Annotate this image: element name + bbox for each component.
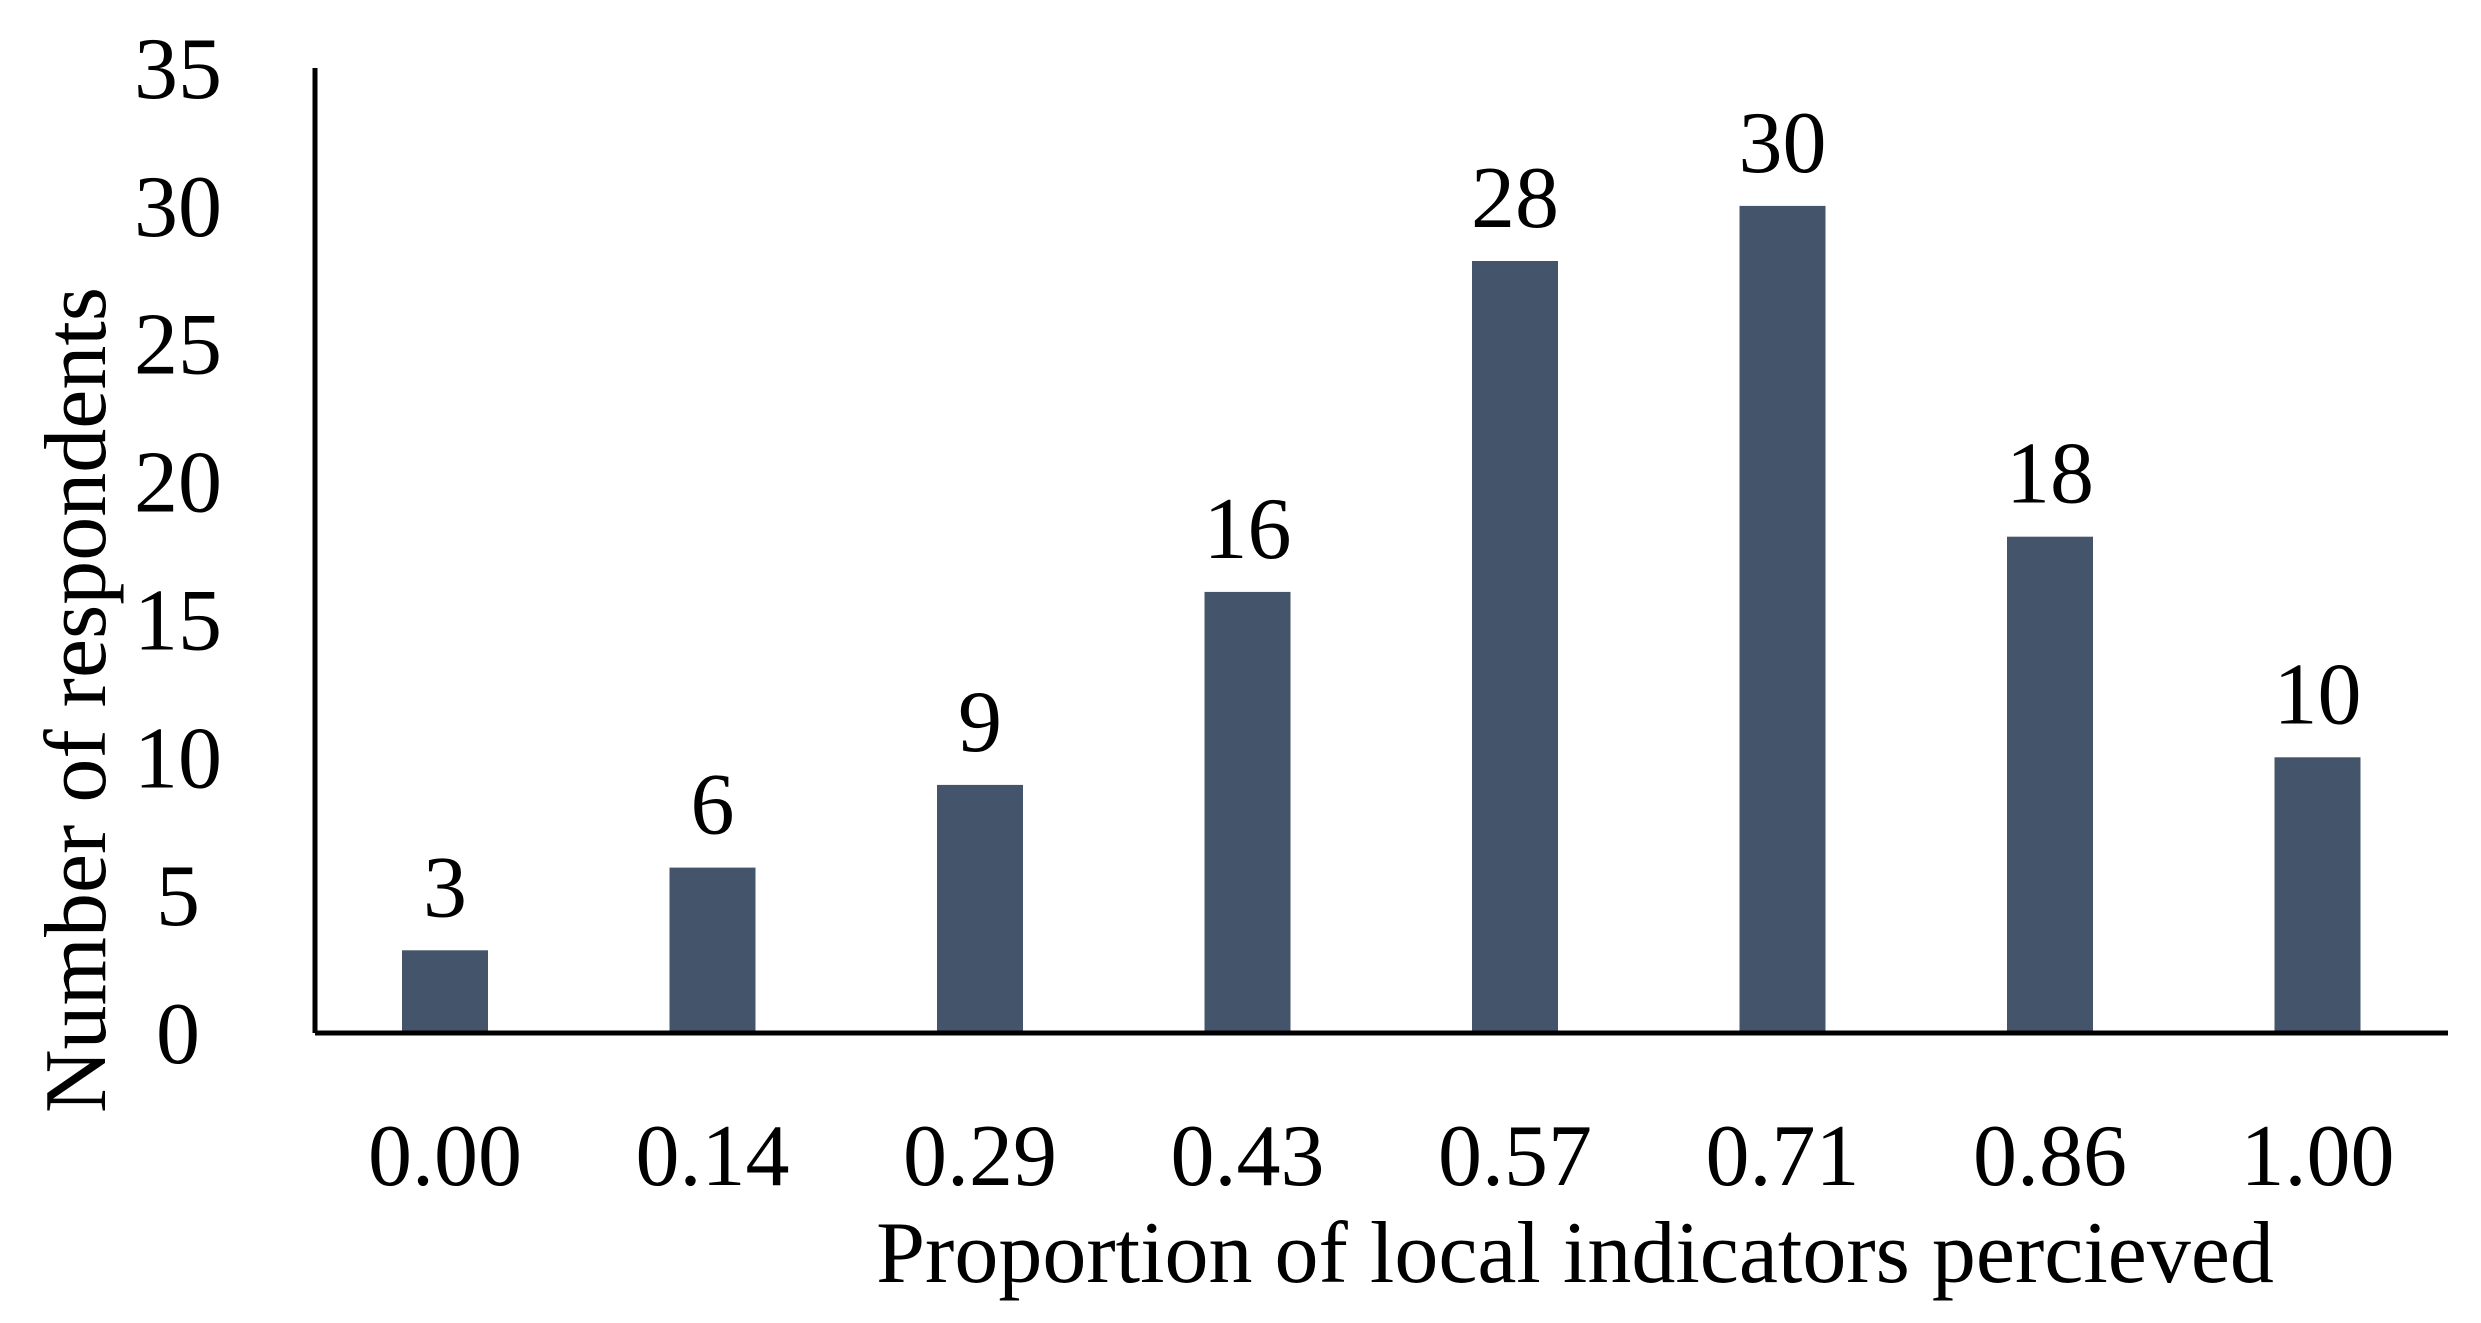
y-tick-label: 25: [134, 297, 222, 394]
x-tick-label: 1.00: [2241, 1108, 2395, 1205]
y-tick-label: 0: [156, 986, 200, 1083]
y-tick-label: 35: [134, 21, 222, 118]
data-label: 30: [1739, 95, 1827, 192]
bar-1.00: [2274, 757, 2361, 1033]
bar-0.14: [669, 867, 756, 1033]
y-tick-label: 15: [134, 572, 222, 669]
data-label: 16: [1204, 481, 1292, 578]
x-tick-label: 0.43: [1171, 1108, 1325, 1205]
x-tick-label: 0.14: [636, 1108, 790, 1205]
bar-0.43: [1204, 591, 1291, 1033]
x-tick-label: 0.57: [1438, 1108, 1592, 1205]
x-tick-label: 0.29: [903, 1108, 1057, 1205]
data-label: 9: [958, 674, 1002, 771]
data-label: 10: [2274, 646, 2362, 743]
x-tick-label: 0.00: [368, 1108, 522, 1205]
bar-0.86: [2007, 536, 2093, 1033]
data-label: 3: [423, 839, 467, 936]
bar-0.29: [937, 784, 1023, 1033]
data-label: 28: [1471, 150, 1559, 247]
y-tick-label: 20: [134, 435, 222, 532]
bar-0.71: [1739, 205, 1826, 1033]
x-tick-label: 0.86: [1973, 1108, 2127, 1205]
data-labels-layer: 3 6 9 16 28 30 18 10: [423, 95, 2362, 936]
bar-0.57: [1472, 261, 1558, 1033]
data-label: 6: [691, 757, 735, 854]
x-tick-labels: 0.00 0.14 0.29 0.43 0.57 0.71 0.86 1.00: [368, 1108, 2395, 1205]
y-tick-labels: 0 5 10 15 20 25 30 35: [134, 21, 222, 1083]
y-tick-label: 30: [134, 159, 222, 256]
data-label: 18: [2006, 426, 2094, 523]
y-axis-title: Number of respondents: [28, 287, 125, 1113]
bar-0.00: [402, 950, 488, 1033]
y-tick-label: 10: [134, 710, 222, 807]
bars-layer: [402, 205, 2361, 1033]
x-tick-label: 0.71: [1706, 1108, 1860, 1205]
y-tick-label: 5: [156, 848, 200, 945]
x-axis-title: Proportion of local indicators percieved: [876, 1205, 2274, 1302]
